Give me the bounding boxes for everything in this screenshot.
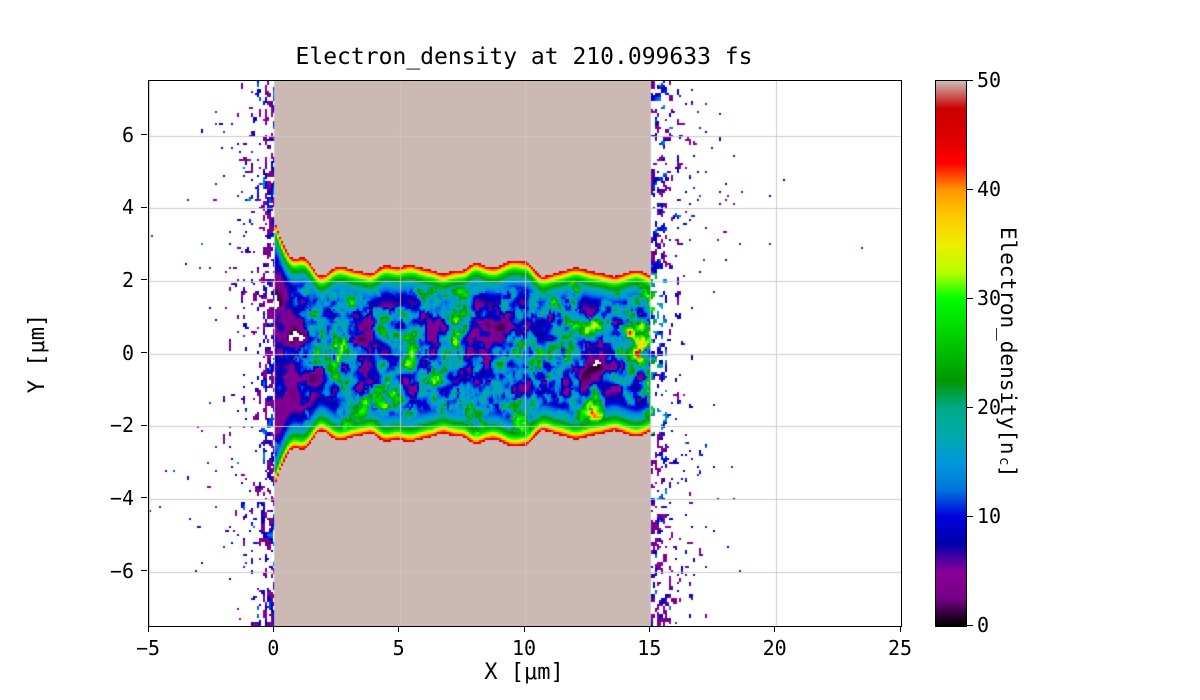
x-tick-label: 25	[887, 636, 913, 660]
x-tick-label: 10	[511, 636, 537, 660]
colorbar-label-main: Electron_density[n	[996, 227, 1020, 455]
colorbar-tick-label: 50	[977, 68, 1002, 92]
y-tick-mark	[141, 424, 147, 426]
y-tick-mark	[141, 570, 147, 571]
x-tick-mark	[398, 626, 400, 632]
y-tick-label: −2	[109, 413, 134, 438]
x-tick-mark	[523, 626, 525, 632]
x-tick-mark	[899, 626, 901, 632]
y-tick-label: −4	[109, 485, 134, 510]
colorbar-tick-mark	[967, 79, 973, 81]
colorbar-label: Electron_density[n c]	[996, 80, 1020, 625]
x-tick-mark	[774, 626, 776, 632]
y-tick-label: 0	[121, 340, 134, 365]
y-axis-label: Y [μm]	[25, 313, 50, 394]
colorbar	[935, 80, 967, 627]
y-tick-label: 2	[121, 267, 134, 292]
colorbar-tick-mark	[967, 297, 973, 299]
y-tick-mark	[141, 134, 147, 135]
colorbar-tick-mark	[967, 624, 973, 626]
x-tick-label: 20	[762, 636, 787, 660]
y-tick-mark	[141, 279, 147, 281]
colorbar-canvas	[936, 81, 966, 626]
y-tick-label: −6	[109, 558, 134, 583]
plot-title: Electron_density at 210.099633 fs	[295, 44, 753, 70]
x-tick-label: 15	[637, 636, 662, 660]
colorbar-tick-label: 10	[977, 504, 1002, 528]
colorbar-tick-mark	[967, 515, 973, 517]
x-tick-mark	[648, 626, 650, 632]
y-tick-mark	[141, 497, 147, 499]
colorbar-tick-mark	[967, 406, 973, 408]
y-tick-label: 4	[121, 195, 134, 220]
colorbar-tick-label: 0	[977, 613, 990, 637]
y-tick-label: 6	[121, 122, 134, 147]
colorbar-label-close: ]	[996, 465, 1020, 478]
colorbar-tick-mark	[967, 188, 973, 190]
y-tick-mark	[141, 352, 147, 353]
x-tick-label: 5	[392, 636, 405, 660]
x-tick-label: 0	[267, 636, 280, 660]
x-tick-mark	[272, 626, 274, 632]
plot-area	[148, 80, 902, 627]
x-axis-label: X [μm]	[484, 660, 564, 685]
colorbar-label-subscript: c	[996, 456, 1012, 466]
heatmap-canvas	[149, 81, 901, 626]
colorbar-tick-label: 20	[977, 395, 1002, 419]
x-tick-label: −5	[135, 636, 161, 660]
colorbar-tick-label: 40	[977, 177, 1002, 201]
x-tick-mark	[147, 626, 149, 632]
y-tick-mark	[141, 206, 147, 208]
colorbar-tick-label: 30	[977, 286, 1002, 310]
